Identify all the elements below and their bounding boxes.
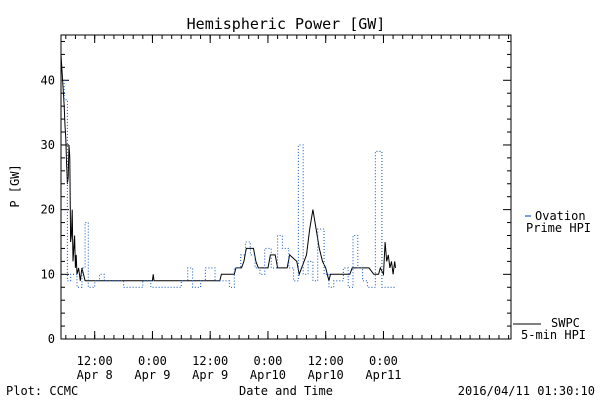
footer-credit: Plot: CCMC [6, 384, 78, 398]
y-tick-label: 10 [41, 267, 55, 281]
x-tick-label-date: Apr10 [250, 368, 286, 382]
legend-label-ovation-line2: Prime HPI [526, 221, 591, 235]
y-tick-label: 30 [41, 138, 55, 152]
y-tick-label: 0 [48, 332, 55, 346]
legend: SWPC 5-min HPI Ovation Prime HPI [513, 209, 591, 342]
y-axis-label: P [GW] [8, 164, 22, 207]
x-tick-label-date: Apr 8 [77, 368, 113, 382]
series-layer [60, 54, 396, 288]
x-tick-label-date: Apr 9 [134, 368, 170, 382]
x-tick-label-date: Apr10 [308, 368, 344, 382]
footer-timestamp: 2016/04/11 01:30:10 [458, 384, 595, 398]
x-tick-label-time: 12:00 [77, 354, 113, 368]
x-tick-label-time: 12:00 [192, 354, 228, 368]
y-axis: 0 10 20 30 40 [41, 40, 511, 346]
legend-label-ovation-line1: Ovation [535, 209, 586, 223]
x-tick-label-time: 12:00 [308, 354, 344, 368]
x-tick-label-time: 0:00 [138, 354, 167, 368]
y-tick-label: 20 [41, 203, 55, 217]
plot-frame [60, 34, 512, 340]
x-tick-label-date: Apr 9 [192, 368, 228, 382]
x-axis-label: Date and Time [239, 384, 333, 398]
y-tick-label: 40 [41, 73, 55, 87]
x-tick-label-time: 0:00 [369, 354, 398, 368]
legend-label-swpc-line2: 5-min HPI [521, 328, 586, 342]
chart-title: Hemispheric Power [GW] [187, 15, 386, 33]
series-line-ovation-prime [61, 79, 396, 288]
legend-label-swpc-line1: SWPC [551, 316, 580, 330]
x-tick-label-date: Apr11 [365, 368, 401, 382]
series-line-swpc [60, 54, 396, 282]
x-tick-label-time: 0:00 [253, 354, 282, 368]
